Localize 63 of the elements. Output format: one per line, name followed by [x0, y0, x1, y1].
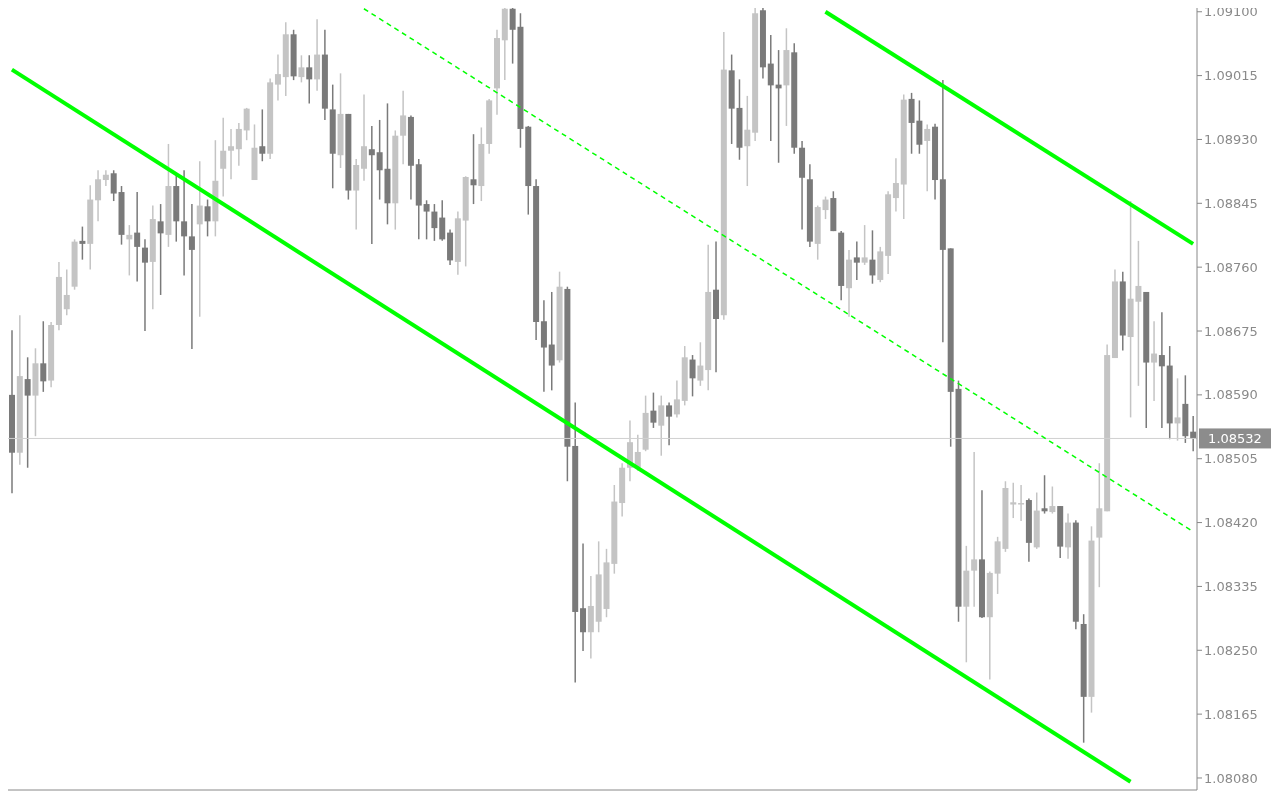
y-tick-label: 1.08590: [1204, 387, 1258, 403]
candlestick: [259, 108, 266, 162]
candlestick: [1151, 320, 1158, 402]
candlestick: [181, 169, 188, 277]
candlestick: [744, 95, 751, 187]
candlestick: [24, 356, 31, 469]
candlestick: [110, 169, 117, 202]
candlestick: [767, 34, 774, 142]
candlestick: [63, 268, 70, 316]
candlestick: [892, 157, 899, 213]
y-tick-label: 1.08335: [1204, 579, 1258, 595]
y-tick-label: 1.08250: [1204, 642, 1258, 658]
y-tick-label: 1.08080: [1204, 770, 1258, 786]
candlestick: [102, 169, 109, 187]
candlestick: [141, 238, 148, 332]
candlestick: [400, 89, 407, 165]
candlestick: [650, 391, 657, 429]
candlestick: [439, 199, 446, 242]
candlestick: [134, 191, 141, 283]
candlestick: [869, 229, 876, 285]
candlestick: [40, 320, 47, 393]
ref-line-label: 1.08532: [1208, 431, 1262, 447]
candlestick: [924, 123, 931, 193]
candlestick: [235, 122, 242, 167]
candlestick: [689, 354, 696, 398]
candlestick: [188, 203, 195, 350]
candlestick: [157, 203, 164, 296]
candlestick: [1010, 482, 1017, 519]
candlestick: [196, 160, 203, 318]
candlestick: [431, 203, 438, 242]
candlestick: [298, 54, 305, 84]
candlestick: [470, 133, 477, 205]
y-tick-label: 1.08930: [1204, 132, 1258, 148]
candlestick: [1041, 474, 1048, 515]
candlestick: [673, 379, 680, 419]
candlestick: [306, 54, 313, 105]
candlestick: [79, 225, 86, 261]
candlestick: [971, 451, 978, 608]
y-tick-label: 1.08505: [1204, 451, 1258, 467]
candlestick: [861, 224, 868, 266]
candlestick: [95, 169, 102, 223]
candlestick: [220, 116, 227, 198]
y-tick-label: 1.08845: [1204, 195, 1258, 211]
candlestick: [853, 240, 860, 281]
candlestick: [1158, 311, 1165, 429]
candlestick: [423, 199, 430, 241]
y-tick-label: 1.08165: [1204, 706, 1258, 722]
y-tick-label: 1.08675: [1204, 323, 1258, 339]
candlestick: [548, 291, 555, 392]
y-tick-label: 1.08420: [1204, 515, 1258, 531]
candlestick: [228, 128, 235, 181]
candlestick: [1049, 485, 1056, 515]
candlestick: [243, 107, 250, 141]
candlestick: [361, 93, 368, 182]
candlestick: [274, 53, 281, 102]
candlestick: [822, 195, 829, 220]
candlestick: [666, 401, 673, 446]
candlestick: [697, 341, 704, 387]
y-tick-label: 1.09015: [1204, 68, 1258, 84]
candlestick: [368, 125, 375, 245]
candlestick: [204, 198, 211, 238]
candlestick: [1018, 484, 1025, 522]
y-tick-label: 1.08760: [1204, 259, 1258, 275]
